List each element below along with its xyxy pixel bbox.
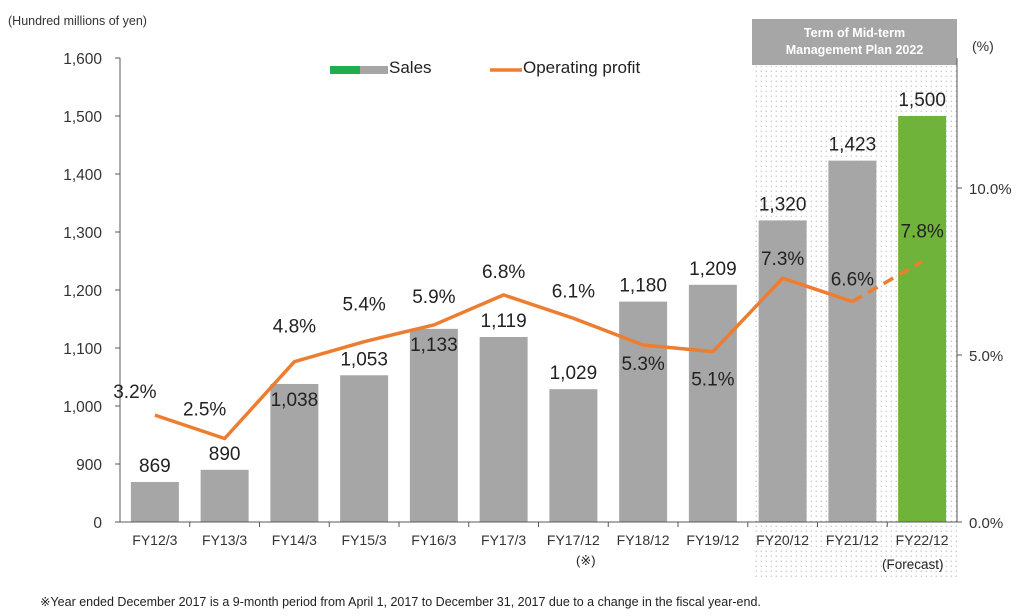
right-tick-label: 5.0%	[969, 348, 1003, 365]
profit-data-label: 7.3%	[761, 249, 804, 270]
bar-FY19/12	[688, 284, 737, 522]
sales-data-label: 1,320	[759, 194, 807, 215]
sales-data-label: 1,209	[689, 259, 737, 280]
fy17-12-note-mark: (※)	[576, 553, 596, 568]
sales-data-label: 1,423	[829, 135, 877, 156]
footnote: ※Year ended December 2017 is a 9-month p…	[40, 595, 761, 609]
profit-data-label: 6.1%	[552, 281, 595, 302]
x-tick-label: FY19/12	[686, 532, 739, 548]
left-tick-label: 1,000	[63, 399, 102, 416]
x-tick-label: FY18/12	[617, 532, 670, 548]
profit-data-label: 3.2%	[113, 382, 156, 403]
sales-data-label: 1,180	[619, 276, 667, 297]
profit-data-label: 5.1%	[691, 370, 734, 391]
left-tick-label: 1,300	[63, 225, 102, 242]
left-tick-label: 1,200	[63, 283, 102, 300]
sales-data-label: 1,038	[271, 390, 319, 411]
bar-FY13/3	[200, 469, 249, 522]
x-tick-label: FY16/3	[411, 532, 456, 548]
x-tick-label: FY14/3	[272, 532, 317, 548]
sales-data-label: 1,133	[410, 335, 458, 356]
sales-data-label: 1,119	[481, 311, 527, 332]
left-tick-label: 1,400	[63, 167, 102, 184]
sales-data-label: 890	[209, 444, 241, 465]
legend-sales-swatch-green	[330, 66, 360, 74]
left-axis-unit: (Hundred millions of yen)	[8, 14, 147, 28]
profit-data-label: 4.8%	[273, 317, 316, 338]
sales-data-label: 1,053	[340, 349, 388, 370]
legend-sales-swatch-gray	[360, 66, 388, 74]
forecast-label: (Forecast)	[882, 557, 944, 572]
left-tick-label: 900	[76, 457, 102, 474]
x-tick-label: FY21/12	[826, 532, 879, 548]
profit-data-label: 7.8%	[900, 221, 943, 242]
left-tick-label: 1,600	[63, 51, 102, 68]
operating-profit-line	[154, 276, 853, 441]
legend-profit-label: Operating profit	[523, 58, 641, 77]
operating-profit-forecast-line	[851, 259, 923, 304]
x-tick-label: FY17/12	[547, 532, 600, 548]
mid-term-plan-title-line1: Term of Mid-term	[803, 26, 906, 40]
left-tick-label: 1,500	[63, 109, 102, 126]
right-tick-label: 10.0%	[969, 181, 1012, 198]
bar-FY22/12	[898, 116, 947, 522]
bar-FY15/3	[340, 375, 389, 522]
right-axis-unit: (%)	[972, 38, 994, 54]
x-tick-label: FY15/3	[342, 532, 387, 548]
bar-FY12/3	[130, 481, 179, 522]
left-tick-label: 1,100	[63, 341, 102, 358]
bar-FY16/3	[409, 328, 458, 522]
sales-data-label: 869	[139, 456, 171, 477]
right-tick-label: 0.0%	[969, 515, 1003, 532]
bar-FY14/3	[270, 383, 319, 522]
profit-data-label: 6.6%	[831, 270, 874, 291]
x-tick-label: FY17/3	[481, 532, 526, 548]
x-tick-label: FY13/3	[202, 532, 247, 548]
x-tick-label: FY20/12	[756, 532, 809, 548]
bar-FY17/12	[549, 389, 598, 522]
profit-data-label: 2.5%	[183, 400, 226, 421]
profit-data-label: 5.4%	[342, 295, 385, 316]
sales-data-label: 1,029	[550, 363, 598, 384]
x-tick-label: FY22/12	[896, 532, 949, 548]
sales-data-label: 1,500	[898, 90, 946, 111]
mid-term-plan-title-line2: Management Plan 2022	[785, 43, 924, 57]
bar-FY20/12	[758, 220, 807, 522]
bar-FY18/12	[619, 301, 668, 522]
legend-sales-label: Sales	[389, 58, 432, 77]
profit-data-label: 5.3%	[621, 354, 664, 375]
bar-FY17/3	[479, 336, 528, 522]
bar-FY21/12	[828, 160, 877, 522]
x-tick-label: FY12/3	[132, 532, 177, 548]
left-tick-label: 0	[93, 515, 102, 532]
mid-term-plan-header: Term of Mid-term Management Plan 2022	[752, 19, 957, 65]
profit-data-label: 5.9%	[412, 287, 455, 308]
profit-data-label: 6.8%	[482, 262, 525, 283]
